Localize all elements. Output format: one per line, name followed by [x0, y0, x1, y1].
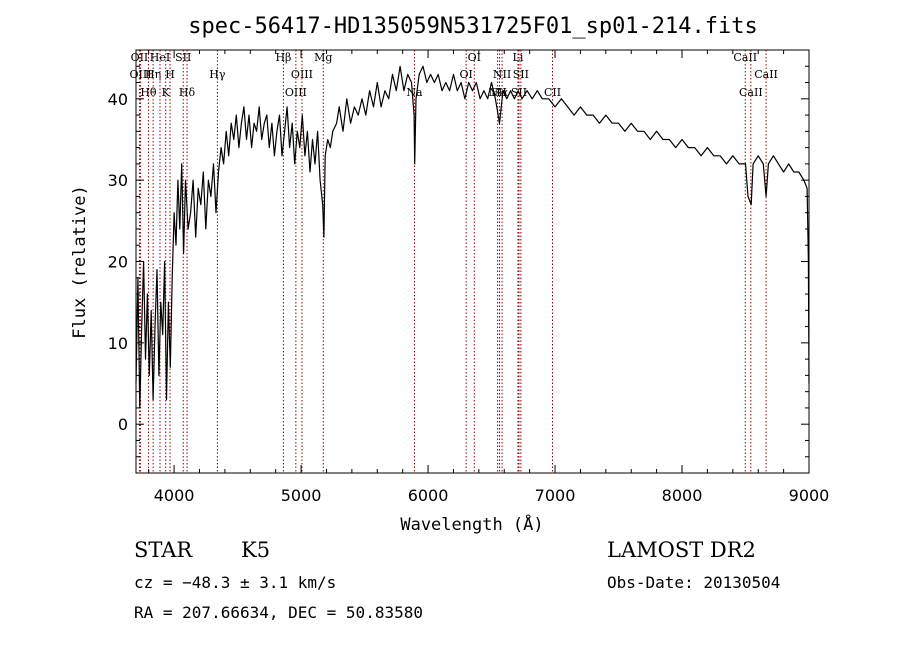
line-marker-label: CaII	[754, 68, 778, 81]
line-marker-label: NII	[493, 68, 511, 81]
x-tick-label: 7000	[535, 486, 576, 505]
plot-frame	[135, 49, 810, 474]
y-axis: 0 10 20 30 40	[108, 65, 809, 458]
line-marker-label: Li	[513, 51, 524, 64]
y-tick-label: 10	[108, 334, 128, 353]
object-subclass: K5	[241, 538, 271, 562]
line-marker-label: SII	[175, 51, 191, 64]
line-marker-label: K	[162, 86, 171, 99]
survey-label: LAMOST DR2	[607, 538, 756, 562]
line-marker-label: CII	[544, 86, 561, 99]
x-tick-label: 5000	[281, 486, 322, 505]
line-marker-label: H	[165, 68, 175, 81]
line-marker-label: OIII	[285, 86, 307, 99]
line-marker-label: OII	[131, 51, 149, 64]
line-marker-label: OI	[459, 68, 472, 81]
x-tick-label: 6000	[408, 486, 449, 505]
line-marker-label: CaII	[733, 51, 757, 64]
line-marker-label: OI	[468, 51, 481, 64]
x-tick-label: 9000	[789, 486, 830, 505]
y-axis-label: Flux (relative)	[70, 185, 90, 339]
line-marker-label: OIII	[291, 68, 313, 81]
line-marker-label: Hα	[491, 86, 509, 99]
x-tick-label: 8000	[662, 486, 703, 505]
y-tick-label: 30	[108, 171, 128, 190]
y-tick-label: 40	[108, 90, 128, 109]
line-marker-label: Na	[406, 86, 423, 99]
line-marker-label: Hδ	[179, 86, 196, 99]
line-marker-label: OIII	[130, 68, 152, 81]
chart-title: spec-56417-HD135059N531725F01_sp01-214.f…	[188, 14, 758, 39]
line-marker-label: Hθ	[140, 86, 157, 99]
line-marker-label: Hγ	[209, 68, 226, 81]
x-tick-label: 4000	[154, 486, 195, 505]
line-markers: OIIOIIIHθHηHeIKHSIIHδHγHβOIIIOIIIMgNaOIO…	[130, 50, 778, 473]
spectrum-line	[135, 65, 810, 409]
obs-date-text: Obs-Date: 20130504	[607, 573, 781, 592]
line-marker-label: Mg	[314, 51, 332, 64]
line-marker-label: CaII	[739, 86, 763, 99]
line-marker-label: Hη	[145, 68, 161, 81]
line-marker-label: SII	[513, 68, 529, 81]
line-marker-label: Hβ	[275, 51, 291, 64]
y-tick-label: 20	[108, 253, 128, 272]
coordinates-text: RA = 207.66634, DEC = 50.83580	[134, 603, 423, 622]
object-class: STAR	[134, 538, 193, 562]
y-tick-label: 0	[118, 415, 128, 434]
line-marker-label: HeI	[150, 51, 170, 64]
redshift-text: cz = −48.3 ± 3.1 km/s	[134, 573, 337, 592]
x-axis: 4000 5000 6000 7000 8000 9000	[148, 50, 830, 505]
x-axis-label: Wavelength (Å)	[400, 513, 543, 535]
